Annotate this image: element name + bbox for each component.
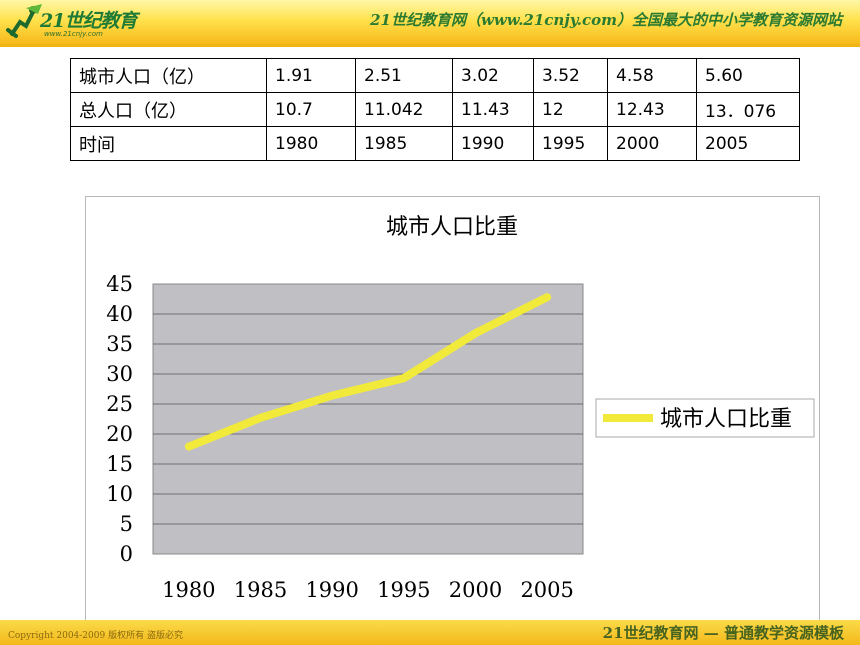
x-tick-label: 1980 [162,578,215,602]
urban-population-chart: 城市人口比重 0 5 10 15 20 25 30 35 40 45 1980 1985 1990 1995… [106,215,815,602]
table-cell: 1995 [533,126,608,161]
table-cell: 2005 [696,126,800,161]
table-cell: 3.02 [452,58,534,93]
chart-title: 城市人口比重 [386,215,518,240]
table-cell: 2.51 [355,58,453,93]
table-cell: 12 [533,92,608,127]
footer-brand: 21世纪教育网 — 普通教学资源模板 [602,624,844,642]
table-cell: 1985 [355,126,453,161]
x-tick-label: 2000 [449,578,502,602]
x-tick-label: 1985 [234,578,287,602]
y-tick-label: 0 [120,542,133,566]
table-cell: 4.58 [607,58,697,93]
x-tick-label: 1995 [377,578,430,602]
x-tick-label: 2005 [520,578,573,602]
table-cell: 1980 [266,126,356,161]
data-point [399,374,408,383]
y-tick-label: 10 [106,482,133,506]
table-cell: 10.7 [266,92,356,127]
y-tick-label: 25 [106,392,133,416]
series-line-0 [187,293,549,451]
y-tick-label: 45 [106,272,133,296]
footer-copyright: Copyright 2004-2009 版权所有 盗版必究 [8,631,183,641]
table-cell: 11.042 [355,92,453,127]
footer-bar: Copyright 2004-2009 版权所有 盗版必究 21世纪教育网 — … [0,620,860,645]
header-banner: 21世纪教育 www.21cnjy.com 21世纪教育网（www.21cnjy… [0,0,860,44]
y-tick-label: 40 [106,302,133,326]
logo-url: www.21cnjy.com [44,30,103,38]
table-row: 总人口（亿） 10.7 11.042 11.43 12 12.43 13．076 [70,92,800,127]
y-tick-label: 20 [106,422,133,446]
table-row: 时间 1980 1985 1990 1995 2000 2005 [70,126,800,161]
plot-area [152,283,584,555]
data-point [184,442,193,451]
table-cell: 5.60 [696,58,800,93]
row-header: 总人口（亿） [70,92,267,127]
table-cell: 1.91 [266,58,356,93]
y-tick-label: 15 [106,452,133,476]
table-cell: 3.52 [533,58,608,93]
table-cell: 13．076 [696,92,800,127]
table-cell: 11.43 [452,92,534,127]
data-point [543,293,552,302]
table-cell: 12.43 [607,92,697,127]
data-point [328,391,337,400]
legend-label: 城市人口比重 [660,407,792,432]
y-tick-label: 5 [120,512,133,536]
chart-frame: 城市人口比重 0 5 10 15 20 25 30 35 40 45 1980 1985 1990 1995… [85,196,820,626]
runner-icon [6,4,42,38]
site-logo[interactable]: 21世纪教育 www.21cnjy.com [0,0,150,44]
y-tick-label: 35 [106,332,133,356]
logo-text: 21世纪教育 [40,10,137,32]
data-point [471,329,480,338]
x-tick-label: 1990 [305,578,358,602]
data-point [256,413,265,422]
population-table: 城市人口（亿） 1.91 2.51 3.02 3.52 4.58 5.60 总人口（亿） 10.… [70,58,800,161]
table-row: 城市人口（亿） 1.91 2.51 3.02 3.52 4.58 5.60 [70,58,800,93]
header-divider [0,44,860,47]
y-tick-label: 30 [106,362,133,386]
row-header: 城市人口（亿） [70,58,267,93]
table-cell: 1990 [452,126,534,161]
site-title: 21世纪教育网（www.21cnjy.com）全国最大的中小学教育资源网站 [370,11,842,29]
row-header: 时间 [70,126,267,161]
table-cell: 2000 [607,126,697,161]
